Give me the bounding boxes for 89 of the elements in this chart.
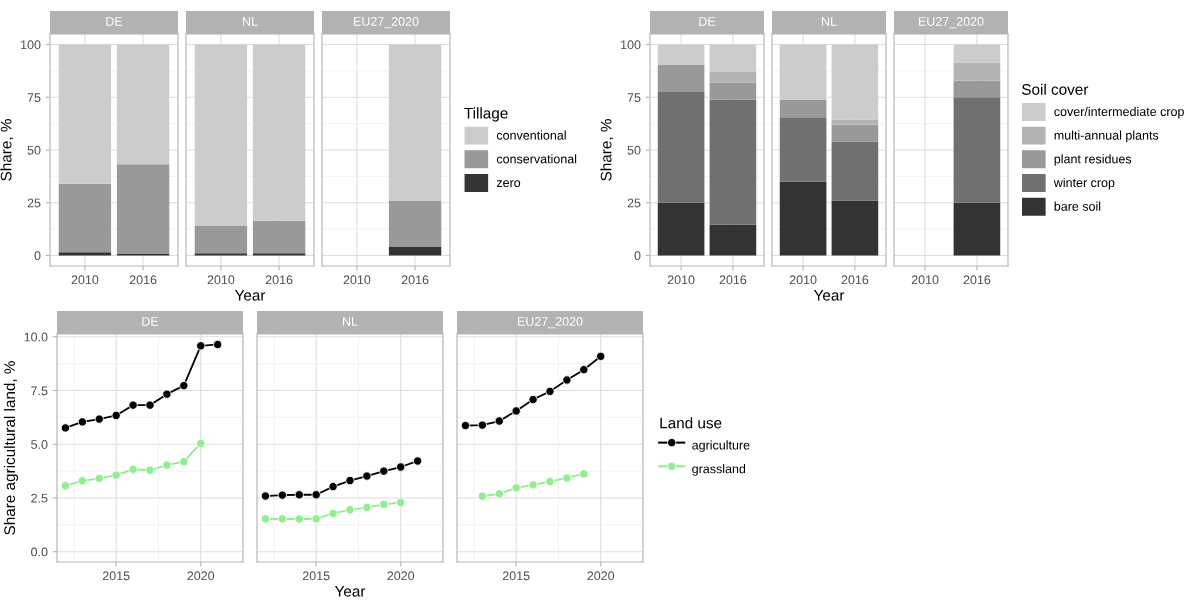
x-tick-label: 2015 (102, 571, 130, 581)
bar (194, 253, 248, 256)
y-tick-label: 25 (27, 198, 41, 208)
y-tick-label: 0 (634, 251, 641, 261)
bar (709, 44, 757, 72)
legend-label: cover/intermediate crop (1054, 106, 1184, 119)
x-tick-label: 2015 (502, 571, 530, 581)
bar (831, 44, 879, 120)
bar (116, 44, 170, 165)
legend-label: conventional (496, 130, 566, 140)
y-tick-label: 0.0 (31, 547, 48, 557)
y-tick-label: 75 (27, 93, 41, 102)
x-tick-label: 2016 (963, 275, 991, 285)
legend-title: Tillage (464, 107, 508, 122)
y-tick-label: 25 (627, 198, 641, 208)
x-tick-label: 2020 (187, 571, 215, 581)
chart-title: EU27_2020 (518, 317, 583, 329)
y-tick-label: 10.0 (24, 332, 48, 342)
y-tick-label: 0 (34, 251, 41, 261)
y-tick-label: 7.5 (31, 386, 48, 396)
bar (252, 220, 306, 254)
y-tick-label: 50 (627, 145, 641, 155)
chart-title: DE (699, 17, 716, 26)
bar (779, 181, 827, 256)
bar (779, 117, 827, 182)
x-tick-label: 2010 (667, 275, 695, 285)
y-tick-label: 50 (27, 145, 41, 155)
chart-title: NL (343, 317, 358, 326)
x-tick-label: 2020 (587, 571, 615, 581)
x-tick-label: 2010 (207, 275, 235, 285)
x-tick-label: 2016 (841, 275, 869, 285)
bar (779, 44, 827, 100)
legend-title: Land use (660, 417, 722, 429)
bar (709, 99, 757, 225)
bar (58, 44, 112, 184)
legend-label: grassland (692, 464, 746, 476)
x-tick-label: 2015 (302, 571, 330, 581)
bar (657, 202, 705, 256)
x-axis-title: Year (334, 586, 366, 597)
legend-label: multi-annual plants (1054, 130, 1159, 143)
x-tick-label: 2010 (343, 275, 371, 285)
bar (194, 225, 248, 254)
x-tick-label: 2010 (911, 275, 939, 285)
chart-title: DE (106, 17, 123, 26)
x-tick-label: 2010 (71, 275, 99, 285)
legend-label: conservational (496, 154, 577, 164)
y-tick-label: 5.0 (31, 440, 48, 449)
x-tick-label: 2016 (265, 275, 293, 285)
x-axis-title: Year (234, 290, 266, 301)
bar (831, 124, 879, 142)
y-tick-label: 75 (627, 93, 641, 102)
chart-title: NL (243, 17, 258, 26)
y-axis-title: Share agricultural land, % (3, 361, 19, 535)
legend-title: Soil cover (1022, 83, 1089, 95)
bar (252, 253, 306, 256)
chart-title: EU27_2020 (919, 17, 984, 29)
legend-label: winter crop (1053, 177, 1115, 190)
y-axis-title: Share, % (0, 119, 14, 181)
chart-title: NL (822, 17, 837, 26)
bar (116, 164, 170, 254)
legend-label: agriculture (692, 440, 750, 453)
bar (779, 99, 827, 118)
bar (709, 71, 757, 83)
legend-label: bare soil (1054, 201, 1101, 211)
bar (709, 82, 757, 100)
bar (252, 44, 306, 221)
x-tick-label: 2010 (789, 275, 817, 285)
y-tick-label: 2.5 (31, 493, 48, 503)
bar (831, 119, 879, 125)
bar (657, 92, 705, 203)
x-tick-label: 2016 (719, 275, 747, 285)
y-axis-title: Share, % (600, 119, 614, 181)
bar (709, 224, 757, 256)
bar (831, 200, 879, 256)
legend-label: plant residues (1054, 154, 1132, 166)
chart-title: EU27_2020 (354, 17, 419, 29)
x-tick-label: 2016 (401, 275, 429, 285)
bar (657, 64, 705, 92)
y-tick-label: 100 (621, 40, 641, 50)
x-tick-label: 2016 (129, 275, 157, 285)
x-axis-title: Year (813, 290, 845, 301)
bar (657, 44, 705, 65)
x-tick-label: 2020 (387, 571, 415, 581)
bar (58, 183, 112, 253)
bar (831, 141, 879, 201)
y-tick-label: 100 (21, 40, 41, 50)
legend-label: zero (496, 180, 521, 188)
bar (58, 252, 112, 256)
chart-title: DE (142, 317, 159, 326)
